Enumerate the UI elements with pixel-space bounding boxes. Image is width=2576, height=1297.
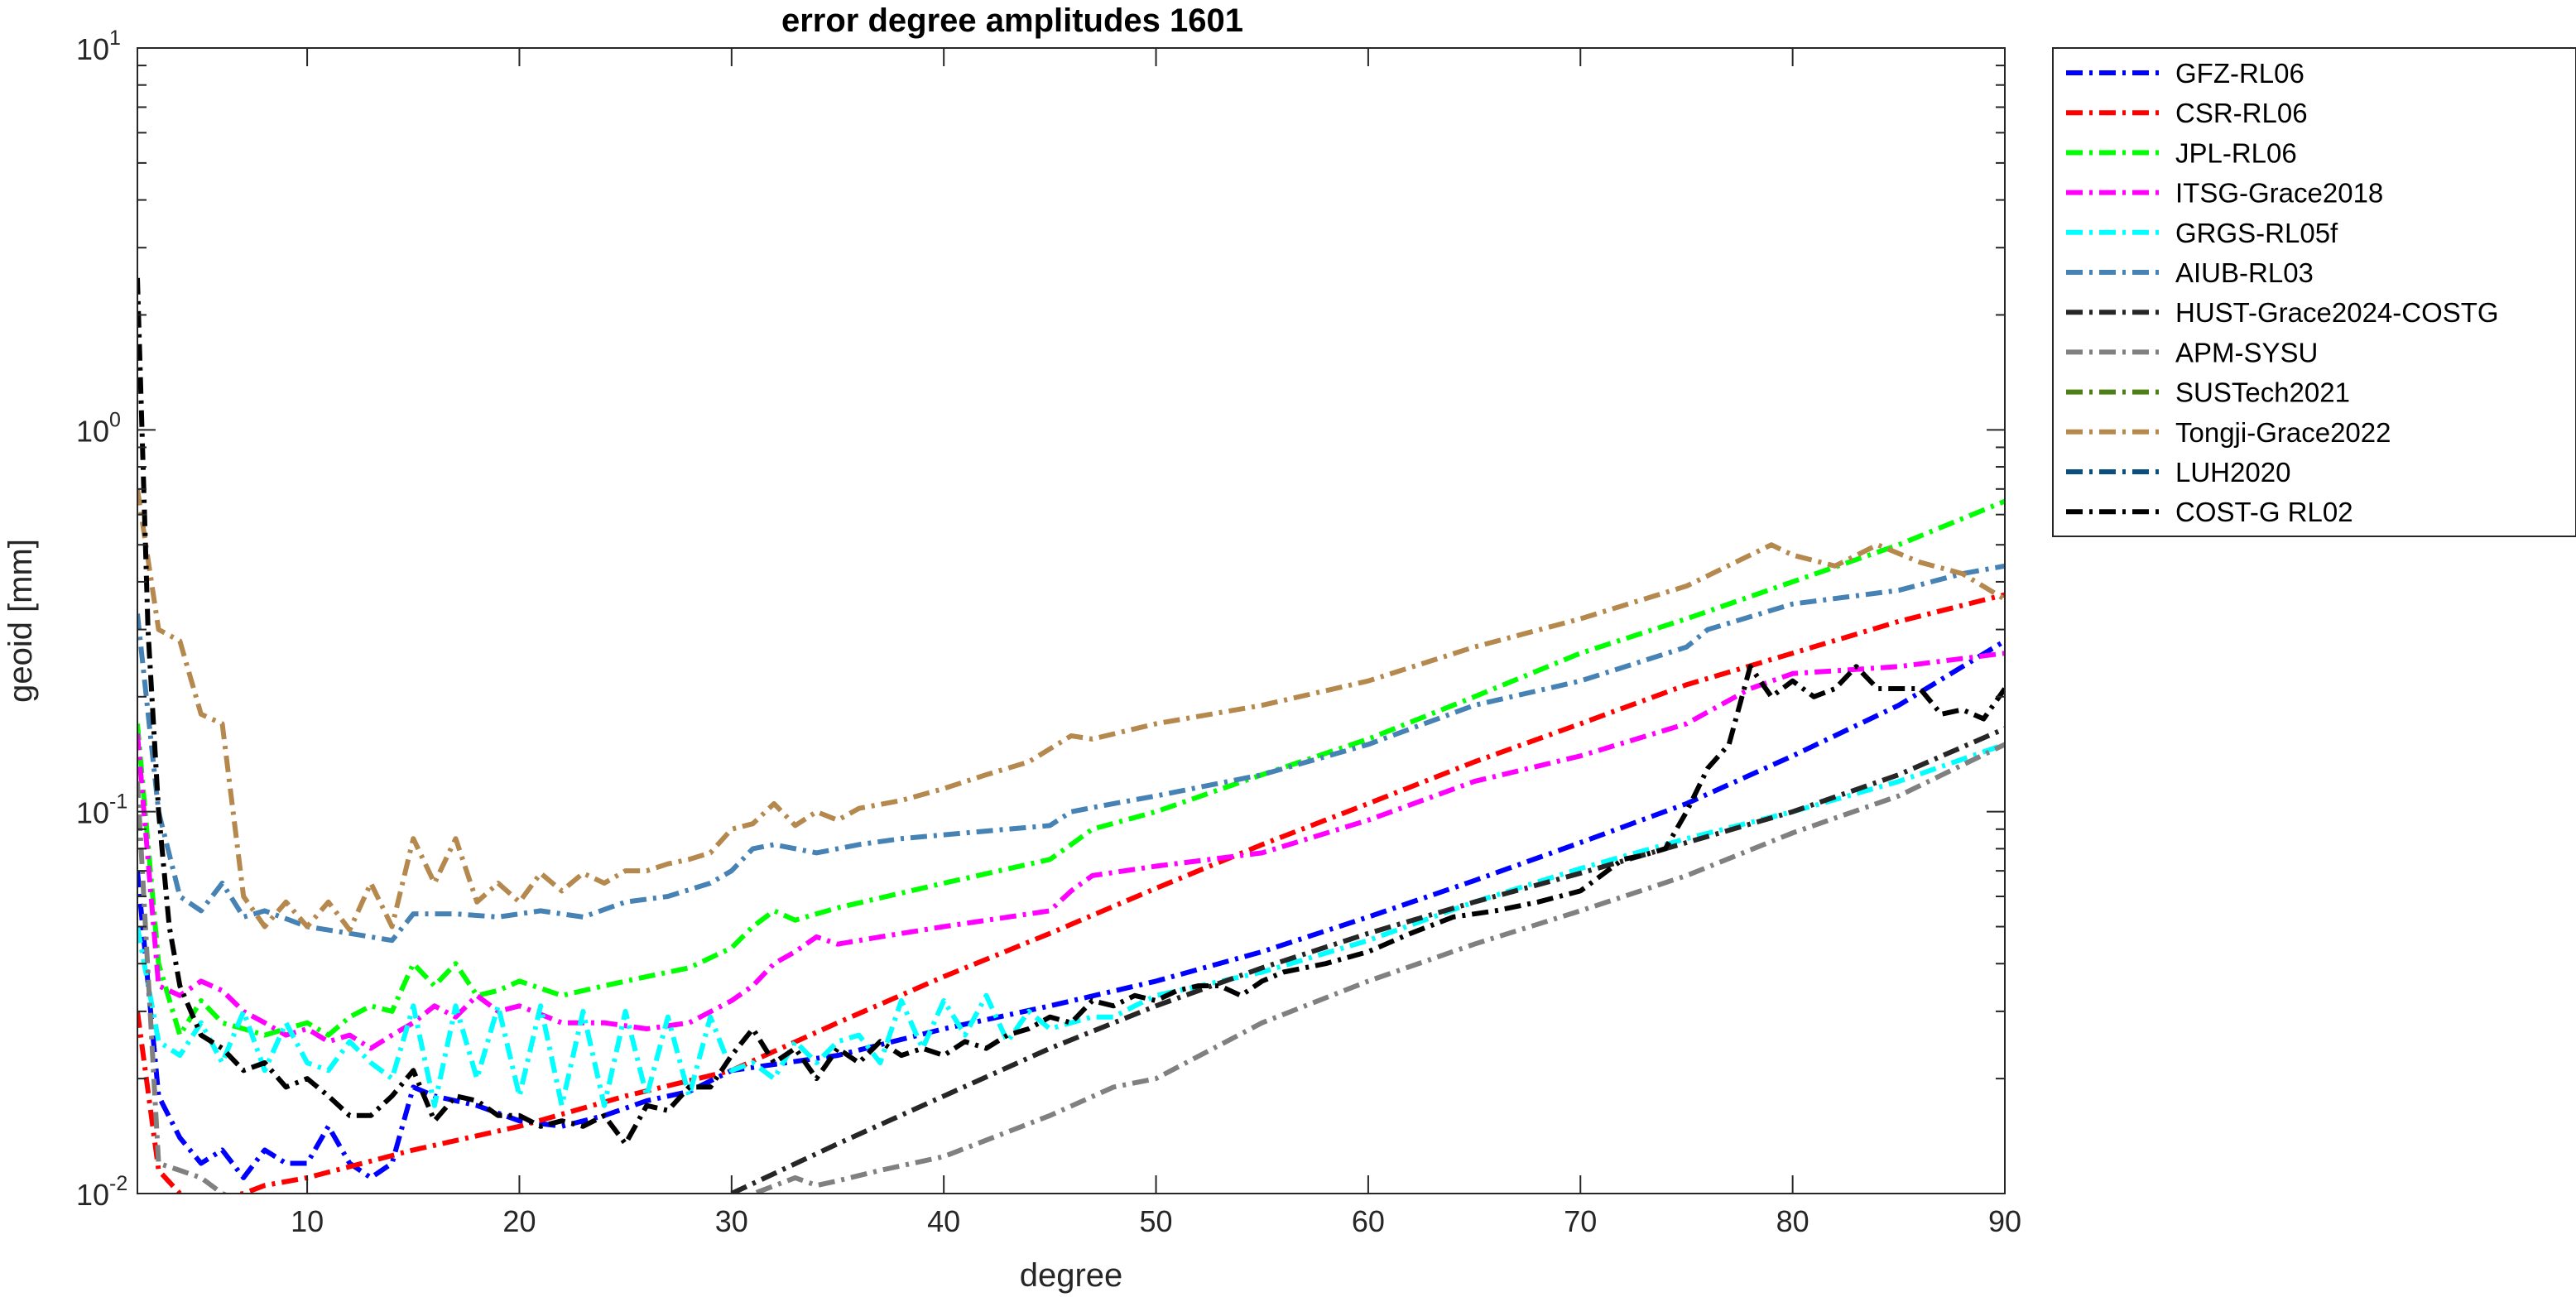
svg-text:1: 1 (109, 26, 121, 50)
x-tick-label: 10 (291, 1204, 324, 1238)
series-layer (137, 277, 2005, 1194)
svg-text:-2: -2 (109, 1172, 127, 1195)
legend-item: JPL-RL06 (2066, 137, 2297, 168)
x-tick-label: 50 (1140, 1204, 1173, 1238)
legend-item: SUSTech2021 (2066, 377, 2350, 408)
y-tick-label: 10 1 (76, 26, 121, 66)
legend-label: LUH2020 (2175, 457, 2290, 488)
chart-title: error degree amplitudes 1601 (781, 2, 1243, 39)
legend-item: GRGS-RL05f (2066, 218, 2338, 248)
legend-item: APM-SYSU (2066, 337, 2318, 367)
y-axis-label: geoid [mm] (2, 539, 39, 703)
svg-text:10: 10 (76, 796, 109, 830)
x-tick-label: 20 (502, 1204, 536, 1238)
legend-label: GRGS-RL05f (2175, 218, 2338, 248)
plot-area (137, 48, 2005, 1194)
x-tick-label: 60 (1352, 1204, 1385, 1238)
legend-label: COST-G RL02 (2175, 497, 2353, 527)
legend-label: SUSTech2021 (2175, 377, 2350, 408)
x-axis-label: degree (1020, 1257, 1123, 1294)
y-tick-label: 10 -1 (76, 790, 127, 830)
series-line-5 (137, 563, 2005, 944)
series-line-11 (137, 277, 2005, 1146)
legend-label: GFZ-RL06 (2175, 58, 2304, 89)
legend-label: APM-SYSU (2175, 337, 2318, 367)
y-tick-label: 10 0 (76, 408, 121, 448)
legend-label: JPL-RL06 (2175, 137, 2297, 168)
legend-item: GFZ-RL06 (2066, 58, 2304, 89)
legend-item: LUH2020 (2066, 457, 2290, 488)
series-line-4 (137, 742, 2005, 1108)
svg-text:-1: -1 (109, 790, 127, 814)
series-line-6 (730, 726, 2005, 1194)
svg-text:10: 10 (76, 414, 109, 448)
legend-item: COST-G RL02 (2066, 497, 2353, 527)
y-tick-label: 10 -2 (76, 1172, 127, 1212)
series-line-1 (137, 592, 2005, 1194)
legend-label: CSR-RL06 (2175, 98, 2308, 128)
legend: GFZ-RL06 CSR-RL06 JPL-RL06 ITSG-Grace2018 GR… (2052, 47, 2576, 537)
legend-item: ITSG-Grace2018 (2066, 178, 2383, 209)
x-tick-label: 80 (1776, 1204, 1809, 1238)
legend-label: Tongji-Grace2022 (2175, 417, 2391, 448)
axes-box (137, 47, 2006, 1194)
legend-label: ITSG-Grace2018 (2175, 178, 2383, 209)
svg-text:10: 10 (76, 32, 109, 66)
legend-item: HUST-Grace2024-COSTG (2066, 297, 2499, 328)
svg-text:0: 0 (109, 408, 121, 431)
legend-box (2052, 47, 2576, 537)
legend-item: CSR-RL06 (2066, 98, 2308, 128)
x-tick-label: 90 (1988, 1204, 2021, 1238)
legend-item: Tongji-Grace2022 (2066, 417, 2391, 448)
x-tick-label: 70 (1564, 1204, 1597, 1238)
legend-items: GFZ-RL06 CSR-RL06 JPL-RL06 ITSG-Grace2018 GR… (2066, 58, 2499, 527)
x-tick-label: 30 (715, 1204, 748, 1238)
series-line-9 (137, 488, 2005, 933)
legend-item: AIUB-RL03 (2066, 257, 2314, 288)
svg-text:10: 10 (76, 1178, 109, 1212)
x-tick-label: 40 (927, 1204, 960, 1238)
series-line-7 (137, 742, 2005, 1194)
legend-label: AIUB-RL03 (2175, 257, 2314, 288)
legend-label: HUST-Grace2024-COSTG (2175, 297, 2499, 328)
